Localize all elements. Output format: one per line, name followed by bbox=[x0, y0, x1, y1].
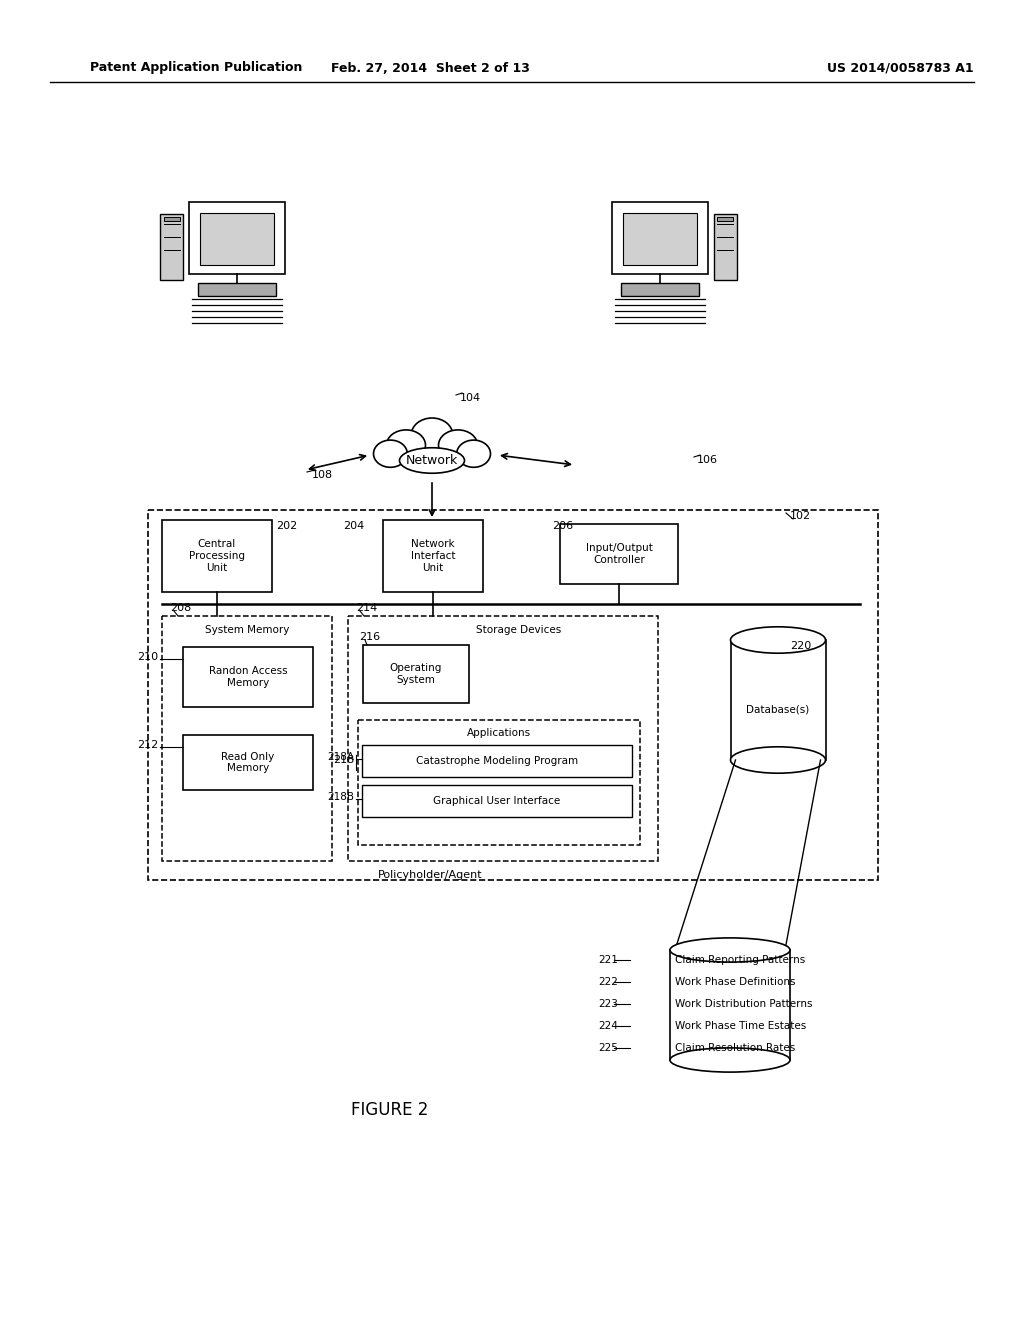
Ellipse shape bbox=[670, 1048, 790, 1072]
Text: Storage Devices: Storage Devices bbox=[476, 624, 561, 635]
Text: Operating
System: Operating System bbox=[390, 663, 442, 685]
Text: Work Phase Time Estates: Work Phase Time Estates bbox=[675, 1020, 806, 1031]
Text: 224: 224 bbox=[598, 1020, 617, 1031]
Text: 202: 202 bbox=[276, 521, 297, 531]
Ellipse shape bbox=[438, 430, 477, 461]
Ellipse shape bbox=[730, 747, 825, 774]
Text: 220: 220 bbox=[790, 642, 811, 651]
Text: 218: 218 bbox=[333, 755, 354, 766]
Text: 212: 212 bbox=[137, 741, 158, 750]
Bar bbox=[362, 785, 632, 817]
Bar bbox=[160, 214, 183, 280]
Bar bbox=[358, 719, 640, 845]
Text: Input/Output
Controller: Input/Output Controller bbox=[586, 544, 652, 565]
Text: Claim Reporting Patterns: Claim Reporting Patterns bbox=[675, 954, 805, 965]
Bar bbox=[348, 616, 658, 861]
Ellipse shape bbox=[399, 447, 465, 474]
Ellipse shape bbox=[412, 418, 453, 451]
Bar bbox=[164, 218, 179, 222]
Text: 204: 204 bbox=[343, 521, 365, 531]
Text: 218A: 218A bbox=[327, 752, 354, 762]
Text: 102: 102 bbox=[790, 511, 811, 521]
Text: 108: 108 bbox=[312, 470, 333, 480]
Text: Central
Processing
Unit: Central Processing Unit bbox=[189, 540, 245, 573]
Bar bbox=[612, 202, 708, 275]
Text: 222: 222 bbox=[598, 977, 617, 987]
Text: 223: 223 bbox=[598, 999, 617, 1008]
Bar bbox=[362, 744, 632, 777]
Text: 104: 104 bbox=[460, 393, 481, 403]
Bar bbox=[162, 520, 272, 591]
Text: Work Distribution Patterns: Work Distribution Patterns bbox=[675, 999, 812, 1008]
Text: Applications: Applications bbox=[467, 729, 531, 738]
Ellipse shape bbox=[730, 627, 825, 653]
Text: System Memory: System Memory bbox=[205, 624, 289, 635]
Bar bbox=[383, 520, 483, 591]
Bar bbox=[621, 282, 699, 296]
Text: Work Phase Definitions: Work Phase Definitions bbox=[675, 977, 796, 987]
Text: 216: 216 bbox=[359, 632, 380, 642]
Text: Read Only
Memory: Read Only Memory bbox=[221, 751, 274, 774]
Bar bbox=[560, 524, 678, 583]
Bar bbox=[623, 213, 697, 264]
Text: Policyholder/Agent: Policyholder/Agent bbox=[378, 870, 482, 880]
Bar bbox=[162, 616, 332, 861]
Bar bbox=[198, 282, 276, 296]
Text: 206: 206 bbox=[552, 521, 573, 531]
Text: Claim Resolution Rates: Claim Resolution Rates bbox=[675, 1043, 796, 1053]
Bar bbox=[200, 213, 274, 264]
Text: 221: 221 bbox=[598, 954, 617, 965]
Ellipse shape bbox=[457, 440, 490, 467]
Ellipse shape bbox=[670, 939, 790, 962]
Text: Graphical User Interface: Graphical User Interface bbox=[433, 796, 560, 807]
Text: Catastrophe Modeling Program: Catastrophe Modeling Program bbox=[416, 756, 579, 766]
Text: 208: 208 bbox=[170, 603, 191, 612]
Bar bbox=[183, 647, 313, 708]
Text: Patent Application Publication: Patent Application Publication bbox=[90, 62, 302, 74]
Ellipse shape bbox=[386, 430, 426, 461]
Ellipse shape bbox=[374, 440, 408, 467]
Bar bbox=[148, 510, 878, 880]
Bar bbox=[183, 735, 313, 789]
Ellipse shape bbox=[670, 939, 790, 962]
Text: Network
Interfact
Unit: Network Interfact Unit bbox=[411, 540, 456, 573]
Text: 214: 214 bbox=[356, 603, 377, 612]
Text: FIGURE 2: FIGURE 2 bbox=[351, 1101, 429, 1119]
Text: Database(s): Database(s) bbox=[746, 705, 810, 715]
Text: 225: 225 bbox=[598, 1043, 617, 1053]
Ellipse shape bbox=[730, 627, 825, 653]
Bar bbox=[714, 214, 737, 280]
Text: 106: 106 bbox=[697, 455, 718, 465]
Text: Randon Access
Memory: Randon Access Memory bbox=[209, 667, 288, 688]
Bar bbox=[718, 218, 733, 222]
Bar bbox=[362, 645, 469, 704]
Text: Network: Network bbox=[406, 454, 458, 466]
Text: US 2014/0058783 A1: US 2014/0058783 A1 bbox=[826, 62, 974, 74]
Bar bbox=[189, 202, 285, 275]
Text: 210: 210 bbox=[137, 652, 158, 663]
Text: 218B: 218B bbox=[327, 792, 354, 803]
Text: Feb. 27, 2014  Sheet 2 of 13: Feb. 27, 2014 Sheet 2 of 13 bbox=[331, 62, 529, 74]
